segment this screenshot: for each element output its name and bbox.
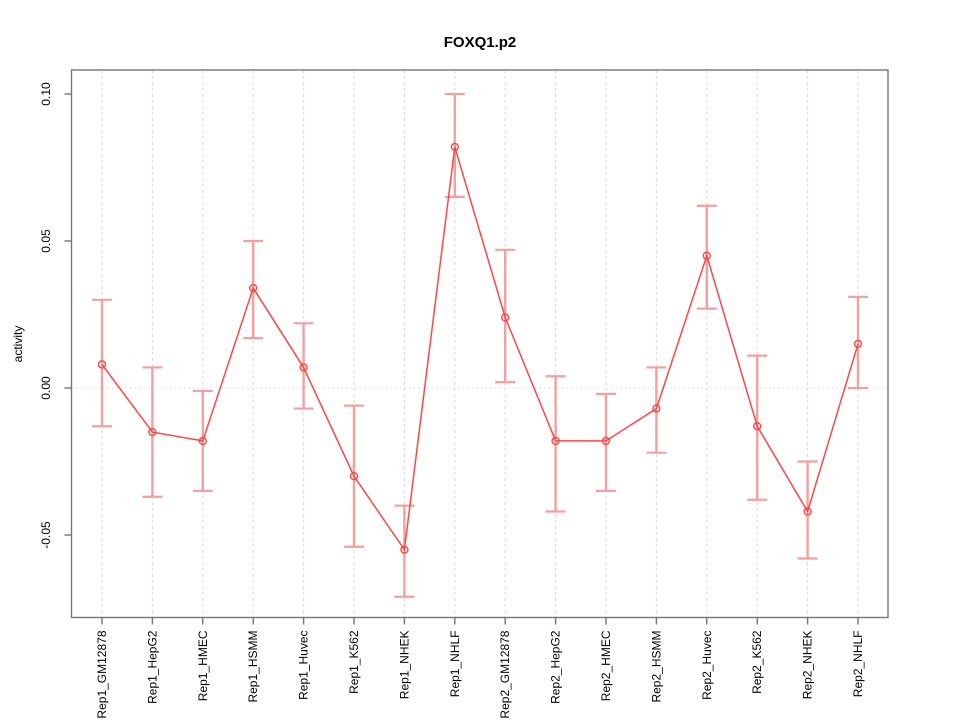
x-tick-label: Rep2_HMEC bbox=[599, 630, 613, 701]
x-tick-label: Rep1_NHEK bbox=[397, 631, 411, 700]
y-tick-label: 0.00 bbox=[39, 376, 53, 400]
x-tick-label: Rep2_NHLF bbox=[851, 631, 865, 698]
error-bar bbox=[596, 392, 616, 492]
data-line bbox=[101, 146, 859, 552]
data-point bbox=[97, 360, 107, 369]
y-tick-label: 0.10 bbox=[39, 82, 53, 106]
data-point bbox=[803, 507, 812, 516]
plot-title: FOXQ1.p2 bbox=[444, 34, 517, 51]
data-point bbox=[652, 404, 661, 413]
error-bar bbox=[646, 366, 667, 454]
x-tick-label: Rep2_Huvec bbox=[700, 631, 714, 700]
y-axis-label: activity bbox=[11, 326, 25, 363]
data-point bbox=[400, 545, 409, 554]
error-bar bbox=[92, 298, 112, 428]
x-tick-label: Rep2_GM12878 bbox=[498, 630, 512, 718]
data-point bbox=[702, 251, 711, 260]
data-point bbox=[753, 422, 762, 431]
data-point bbox=[853, 339, 863, 349]
error-bar bbox=[394, 504, 415, 598]
data-point bbox=[299, 363, 308, 372]
data-point bbox=[248, 283, 258, 293]
error-bar bbox=[293, 322, 314, 410]
x-tick-label: Rep1_K562 bbox=[347, 630, 361, 694]
chart-layer: -0.05 0.00 0.05 0.10 Rep1_GM12878 Rep1_HepG2 R… bbox=[39, 69, 889, 719]
x-tick-label: Rep1_Huvec bbox=[297, 631, 311, 700]
x-tick-label: Rep2_K562 bbox=[750, 630, 764, 694]
x-tick-label: Rep2_HepG2 bbox=[549, 630, 563, 704]
x-tick-label: Rep2_NHEK bbox=[801, 631, 815, 700]
x-tick-label: Rep2_HSMM bbox=[649, 631, 663, 703]
data-point bbox=[551, 436, 560, 446]
x-tick-label: Rep1_HMEC bbox=[196, 630, 210, 701]
data-point bbox=[601, 436, 611, 446]
y-tick-label: 0.05 bbox=[39, 229, 53, 253]
data-point bbox=[501, 313, 510, 322]
y-tick-label: -0.05 bbox=[39, 521, 53, 549]
plot-border bbox=[70, 69, 889, 619]
x-tick-label: Rep1_NHLF bbox=[448, 631, 462, 698]
error-bar bbox=[848, 295, 868, 390]
x-tick-label: Rep1_HSMM bbox=[246, 631, 260, 703]
x-tick-label: Rep1_HepG2 bbox=[145, 630, 159, 704]
error-bar bbox=[444, 92, 465, 198]
data-point bbox=[349, 472, 359, 481]
data-point bbox=[450, 142, 459, 152]
data-point bbox=[148, 427, 157, 437]
data-point bbox=[198, 436, 208, 446]
x-tick-label: Rep1_GM12878 bbox=[95, 630, 109, 718]
